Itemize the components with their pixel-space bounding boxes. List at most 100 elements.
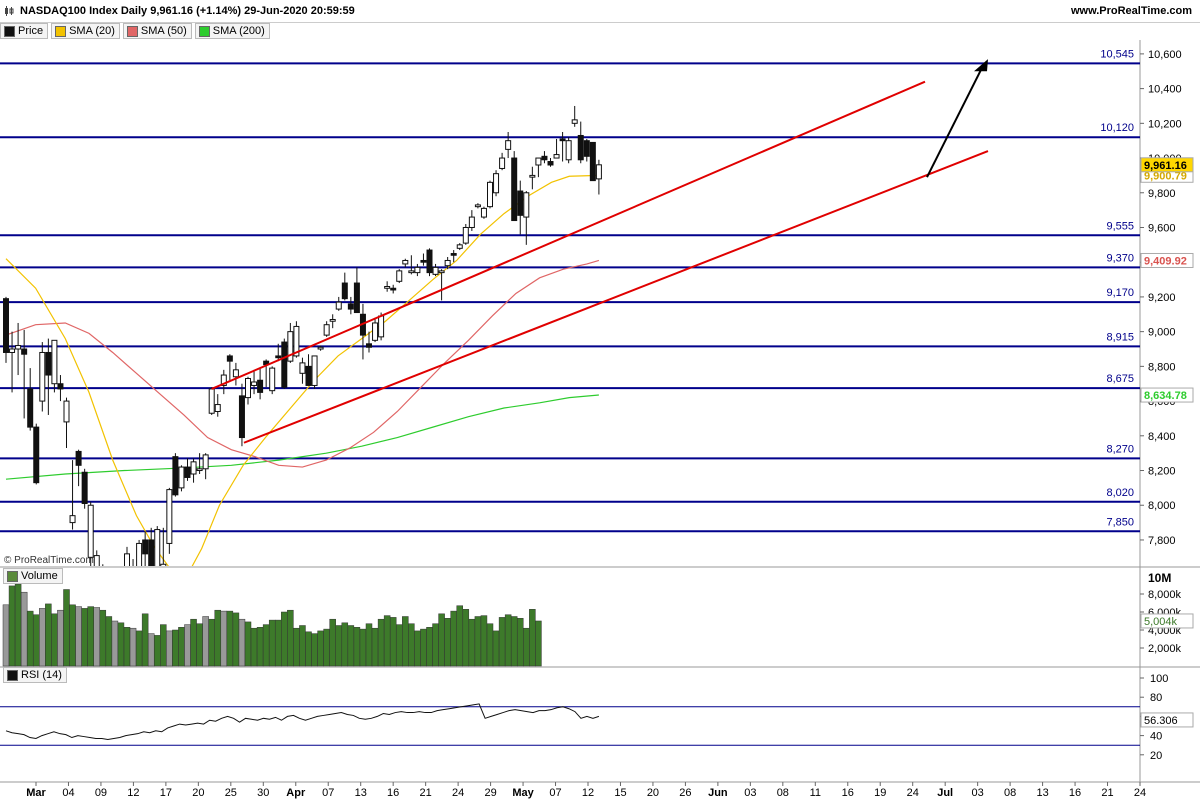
volume-bar xyxy=(117,622,125,667)
candle-body xyxy=(196,468,203,472)
candle-body xyxy=(589,141,596,182)
volume-bar xyxy=(93,607,100,667)
x-tick-label: 15 xyxy=(614,787,626,799)
candle-body xyxy=(541,155,548,161)
volume-bar xyxy=(238,618,246,667)
legend-label: SMA (20) xyxy=(69,25,115,37)
x-tick-label: 08 xyxy=(777,787,789,799)
volume-swatch xyxy=(7,570,18,582)
x-tick-label: 21 xyxy=(420,787,432,799)
volume-bar xyxy=(33,614,40,667)
volume-bar xyxy=(474,616,482,667)
volume-bar xyxy=(510,616,518,667)
level-label: 8,915 xyxy=(1106,331,1134,343)
legend-sma50[interactable]: SMA (50) xyxy=(122,23,192,39)
candle-body xyxy=(577,134,584,161)
candle-body xyxy=(202,454,209,470)
x-tick-label: 08 xyxy=(1004,787,1016,799)
volume-last-label: 5,004k xyxy=(1144,616,1178,628)
rsi-tick-label: 80 xyxy=(1150,692,1162,704)
volume-label: Volume xyxy=(21,570,58,582)
price-tick-label: 8,000 xyxy=(1148,500,1176,512)
candle-body xyxy=(499,157,506,169)
candle-body xyxy=(571,119,578,124)
candle-body xyxy=(366,343,372,348)
volume-bar xyxy=(2,604,10,667)
volume-bar xyxy=(299,625,306,667)
volume-bar xyxy=(317,630,324,667)
candle-body xyxy=(51,339,58,385)
candle-body xyxy=(293,325,300,357)
candle-body xyxy=(390,287,397,291)
level-label: 10,545 xyxy=(1100,48,1134,60)
candle-body xyxy=(529,174,536,178)
candle-body xyxy=(347,303,354,310)
candle-body xyxy=(87,504,94,558)
volume-bar xyxy=(535,620,542,667)
volume-bar xyxy=(123,627,131,667)
candle-body xyxy=(190,461,197,475)
level-label: 8,675 xyxy=(1106,373,1134,385)
candle-body xyxy=(329,318,336,322)
x-tick-label: 24 xyxy=(452,787,464,799)
volume-bar xyxy=(178,627,185,667)
candle-body xyxy=(142,539,149,555)
rsi-panel-label[interactable]: RSI (14) xyxy=(3,667,67,683)
legend-sma20[interactable]: SMA (20) xyxy=(51,23,120,39)
candle-body xyxy=(39,351,46,402)
sma200-line xyxy=(5,394,599,480)
x-tick-label: 11 xyxy=(810,787,821,799)
x-tick-label: 20 xyxy=(192,787,204,799)
candle-body xyxy=(565,140,572,161)
price-tick-label: 8,800 xyxy=(1148,361,1176,373)
candle-body xyxy=(311,355,318,386)
volume-bar xyxy=(517,618,524,667)
candle-body xyxy=(402,259,409,265)
legend-price[interactable]: Price xyxy=(0,23,49,39)
candle-body xyxy=(432,266,439,275)
x-tick-label: 17 xyxy=(160,787,172,799)
volume-bar xyxy=(141,613,149,667)
candle-body xyxy=(281,341,288,388)
volume-panel-label[interactable]: Volume xyxy=(3,568,63,584)
x-tick-label: May xyxy=(512,787,534,799)
candle-body xyxy=(420,259,427,263)
candle-body xyxy=(257,379,264,393)
site-link[interactable]: www.ProRealTime.com xyxy=(1070,5,1192,17)
volume-bar xyxy=(468,618,476,667)
legend-sma200[interactable]: SMA (200) xyxy=(194,23,270,39)
volume-axis-label: 10M xyxy=(1148,571,1171,585)
volume-bar xyxy=(498,617,506,667)
candle-body xyxy=(335,301,342,310)
volume-bar xyxy=(99,609,107,667)
volume-bar xyxy=(402,616,409,667)
x-tick-label: Apr xyxy=(286,787,306,799)
price-tick-label: 10,400 xyxy=(1148,84,1182,96)
volume-bar xyxy=(347,625,355,667)
volume-bar xyxy=(281,611,288,667)
candle-body xyxy=(136,542,143,566)
volume-bar xyxy=(480,615,488,667)
candle-body xyxy=(414,266,421,274)
volume-bar xyxy=(190,618,197,667)
volume-bar xyxy=(335,625,342,667)
volume-bar xyxy=(226,610,234,667)
candle-body xyxy=(45,351,52,376)
level-label: 9,370 xyxy=(1106,252,1134,264)
volume-bar xyxy=(268,619,276,667)
candle-body xyxy=(81,471,88,505)
candle-body xyxy=(93,555,100,566)
projection-arrow-shaft xyxy=(926,67,983,178)
volume-bar xyxy=(232,612,240,667)
price-tick-label: 7,800 xyxy=(1148,535,1176,547)
volume-bar xyxy=(293,627,300,667)
volume-bar xyxy=(147,633,155,667)
last-price-tag: 9,961.16 xyxy=(1144,160,1187,172)
trend-channel-line xyxy=(211,80,926,390)
candle-body xyxy=(523,192,530,218)
rsi-tick-label: 40 xyxy=(1150,731,1162,743)
candle-body xyxy=(341,282,348,300)
rsi-last-box xyxy=(1140,712,1194,728)
x-tick-label: Jun xyxy=(708,787,728,799)
